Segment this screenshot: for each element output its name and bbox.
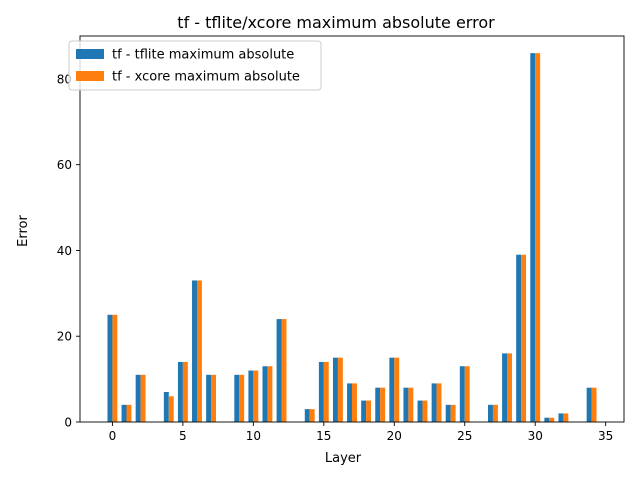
bar — [591, 387, 597, 422]
x-tick-label: 20 — [387, 429, 402, 443]
bar — [211, 374, 216, 422]
bar — [281, 319, 287, 422]
bar — [337, 357, 343, 422]
x-tick-label: 35 — [598, 429, 613, 443]
bar — [563, 413, 569, 422]
bar — [436, 383, 442, 422]
bar — [394, 357, 400, 422]
x-tick-label: 25 — [457, 429, 472, 443]
bars — [107, 53, 597, 423]
bar — [431, 383, 437, 422]
bar — [403, 387, 409, 422]
bar — [234, 374, 240, 422]
bar — [380, 387, 386, 422]
legend-swatch — [76, 49, 104, 59]
bar — [549, 417, 555, 422]
bar — [112, 314, 118, 422]
bar — [135, 374, 141, 422]
x-tick-label: 10 — [246, 429, 261, 443]
bar — [182, 361, 188, 422]
bar — [450, 404, 456, 422]
x-tick-label: 15 — [316, 429, 331, 443]
bar — [163, 391, 169, 422]
bar — [140, 374, 146, 422]
bar — [488, 404, 493, 422]
x-tick-label: 5 — [179, 429, 187, 443]
bar — [323, 361, 329, 422]
bar — [586, 387, 592, 422]
bar — [361, 400, 367, 422]
bar — [375, 387, 381, 422]
y-tick-label: 80 — [57, 72, 72, 86]
bar — [332, 357, 338, 422]
bar — [177, 361, 183, 422]
bar — [107, 314, 113, 422]
bar — [558, 413, 564, 422]
legend-label: tf - tflite maximum absolute — [112, 48, 294, 63]
bar — [459, 366, 465, 422]
bar — [347, 383, 352, 422]
bar — [262, 366, 268, 422]
bar — [389, 357, 395, 422]
chart-title: tf - tflite/xcore maximum absolute error — [177, 13, 495, 32]
bar — [248, 370, 254, 422]
y-tick-label: 20 — [57, 330, 72, 344]
bar — [535, 53, 541, 423]
bar — [516, 254, 522, 422]
x-tick-label: 30 — [528, 429, 543, 443]
bar — [304, 409, 310, 422]
bar — [366, 400, 372, 422]
bar — [352, 383, 357, 422]
bar — [464, 366, 470, 422]
bar — [507, 353, 512, 422]
bar — [126, 404, 132, 422]
bar — [206, 374, 212, 422]
bar — [544, 417, 550, 422]
bar — [239, 374, 245, 422]
legend-swatch — [76, 71, 104, 81]
bar — [417, 400, 423, 422]
bar — [309, 409, 315, 422]
x-axis-label: Layer — [325, 451, 362, 466]
bar — [196, 280, 202, 422]
bar — [502, 353, 508, 422]
x-tick-label: 0 — [109, 429, 117, 443]
bar — [521, 254, 527, 422]
bar — [253, 370, 259, 422]
axes: 0 5 10 15 20 25 30 35 0 20 40 60 80 — [57, 35, 625, 443]
bar — [192, 280, 197, 422]
bar — [318, 361, 324, 422]
y-tick-label: 60 — [57, 158, 72, 172]
y-tick-label: 40 — [57, 244, 72, 258]
legend-label: tf - xcore maximum absolute — [112, 70, 300, 85]
legend: tf - tflite maximum absolute tf - xcore m… — [68, 40, 322, 91]
bar — [168, 396, 174, 422]
bar — [422, 400, 428, 422]
bar — [121, 404, 127, 422]
bar — [492, 404, 498, 422]
y-axis-label: Error — [16, 215, 31, 247]
bar — [267, 366, 273, 422]
bar — [276, 319, 282, 422]
axes-frame — [79, 35, 625, 423]
legend-box — [68, 40, 322, 91]
bar — [530, 53, 536, 423]
y-tick-label: 0 — [64, 416, 72, 430]
bar — [408, 387, 414, 422]
bar — [445, 404, 451, 422]
